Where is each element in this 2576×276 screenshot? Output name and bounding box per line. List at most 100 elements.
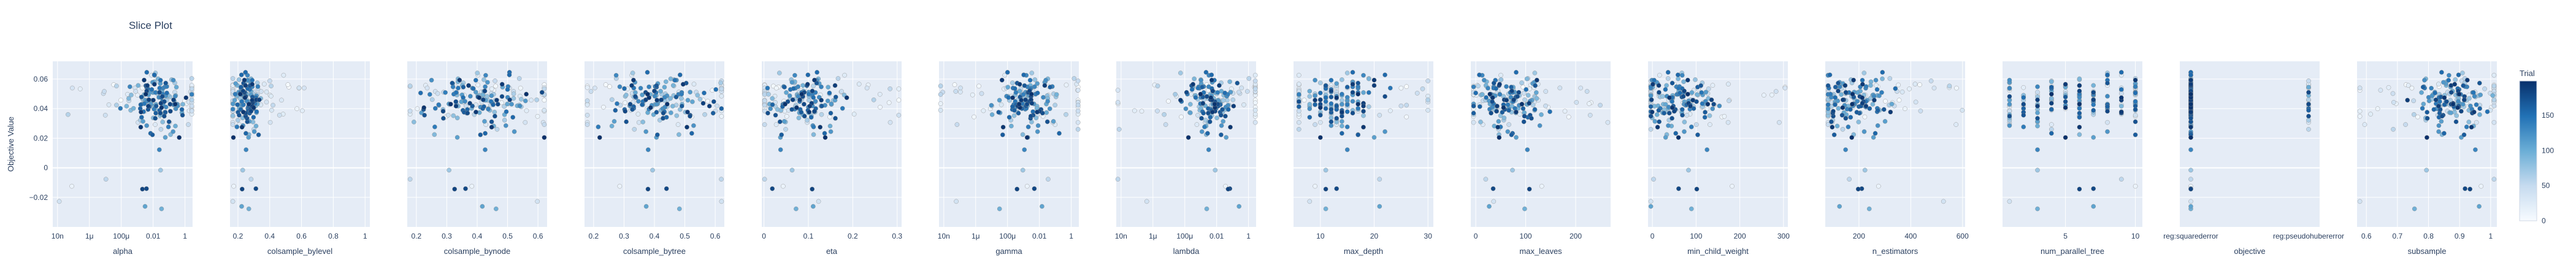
scatter-point	[677, 132, 681, 137]
scatter-point	[1222, 90, 1227, 96]
scatter-point	[1828, 91, 1833, 97]
scatter-point	[1344, 125, 1350, 129]
scatter-point	[1198, 91, 1203, 97]
scatter-point	[1252, 120, 1258, 125]
scatter-point	[665, 101, 670, 107]
scatter-point	[1178, 71, 1183, 75]
scatter-point	[2077, 115, 2082, 120]
scatter-point	[1665, 70, 1671, 75]
scatter-point	[2133, 107, 2138, 112]
x-axis-title: eta	[826, 247, 838, 256]
scatter-point	[2467, 96, 2472, 101]
scatter-point	[689, 131, 694, 136]
scatter-point	[702, 90, 707, 96]
scatter-point	[1654, 112, 1660, 117]
scatter-point	[441, 116, 446, 121]
scatter-point	[2436, 104, 2441, 109]
scatter-point	[664, 186, 669, 191]
scatter-point	[180, 112, 185, 118]
scatter-point	[2077, 186, 2082, 192]
scatter-point	[1115, 177, 1121, 182]
scatter-point	[613, 108, 618, 113]
scatter-point	[1917, 82, 1922, 87]
scatter-point	[1344, 109, 1350, 114]
scatter-point	[56, 199, 62, 204]
scatter-point	[454, 115, 460, 121]
scatter-point	[243, 147, 249, 152]
scatter-point	[1879, 90, 1884, 95]
scatter-point	[1340, 119, 1344, 124]
x-tick-label: 0.01	[1032, 232, 1047, 240]
scatter-point	[1662, 110, 1666, 116]
scatter-point	[2063, 105, 2068, 110]
scatter-point	[1842, 83, 1848, 88]
scatter-point	[189, 103, 194, 109]
scatter-point	[678, 72, 683, 77]
scatter-point	[1833, 102, 1838, 107]
scatter-point	[1505, 129, 1511, 134]
scatter-point	[436, 102, 442, 107]
scatter-point	[456, 85, 461, 91]
scatter-point	[2469, 125, 2474, 130]
scatter-point	[2133, 99, 2138, 104]
scatter-point	[1183, 106, 1189, 112]
x-tick-label: 1	[183, 232, 187, 240]
scatter-point	[585, 102, 590, 107]
scatter-point	[1192, 76, 1197, 82]
scatter-point	[535, 199, 540, 204]
scatter-point	[1657, 119, 1662, 125]
scatter-point	[2456, 72, 2461, 77]
scatter-point	[762, 98, 767, 104]
scatter-point	[999, 102, 1004, 107]
scatter-point	[1355, 101, 1360, 107]
scatter-point	[1382, 72, 1387, 77]
x-axis-title: num_parallel_tree	[2041, 247, 2104, 256]
x-axis-title: colsample_bynode	[444, 247, 510, 256]
scatter-point	[140, 186, 145, 192]
scatter-point	[645, 91, 650, 97]
scatter-point	[1831, 132, 1837, 137]
scatter-point	[808, 115, 814, 120]
scatter-point	[800, 83, 805, 88]
scatter-point	[719, 106, 724, 111]
scatter-point	[826, 85, 830, 90]
scatter-point	[1836, 80, 1841, 86]
scatter-point	[1888, 109, 1893, 115]
x-tick-label: reg:pseudohubererror	[2273, 232, 2344, 240]
scatter-point	[452, 186, 458, 192]
scatter-point	[654, 110, 659, 115]
scatter-point	[534, 97, 539, 102]
scatter-point	[1313, 102, 1317, 107]
scatter-point	[507, 72, 512, 77]
scatter-point	[163, 104, 169, 110]
scatter-point	[1875, 123, 1880, 128]
scatter-point	[1398, 103, 1404, 109]
scatter-point	[1221, 119, 1225, 124]
scatter-point	[835, 76, 841, 81]
x-tick-label: 0.8	[2423, 232, 2434, 240]
scatter-point	[453, 99, 459, 104]
scatter-point	[1301, 98, 1307, 103]
scatter-point	[1677, 90, 1682, 96]
scatter-point	[267, 120, 273, 125]
scatter-point	[1848, 115, 1853, 120]
scatter-point	[2477, 112, 2482, 117]
scatter-point	[1471, 104, 1476, 109]
scatter-point	[719, 199, 724, 204]
scatter-point	[239, 72, 244, 77]
scatter-point	[258, 89, 264, 94]
scatter-point	[633, 94, 638, 99]
scatter-point	[2118, 104, 2124, 109]
scatter-point	[705, 99, 710, 104]
scatter-point	[1675, 72, 1681, 77]
scatter-point	[1843, 147, 1848, 152]
scatter-point	[1706, 86, 1711, 91]
scatter-point	[1334, 116, 1339, 121]
scatter-point	[1323, 206, 1328, 212]
scatter-point	[805, 72, 811, 77]
scatter-point	[2133, 119, 2138, 125]
scatter-point	[2306, 126, 2311, 132]
scatter-point	[246, 135, 251, 140]
scatter-point	[494, 206, 499, 212]
